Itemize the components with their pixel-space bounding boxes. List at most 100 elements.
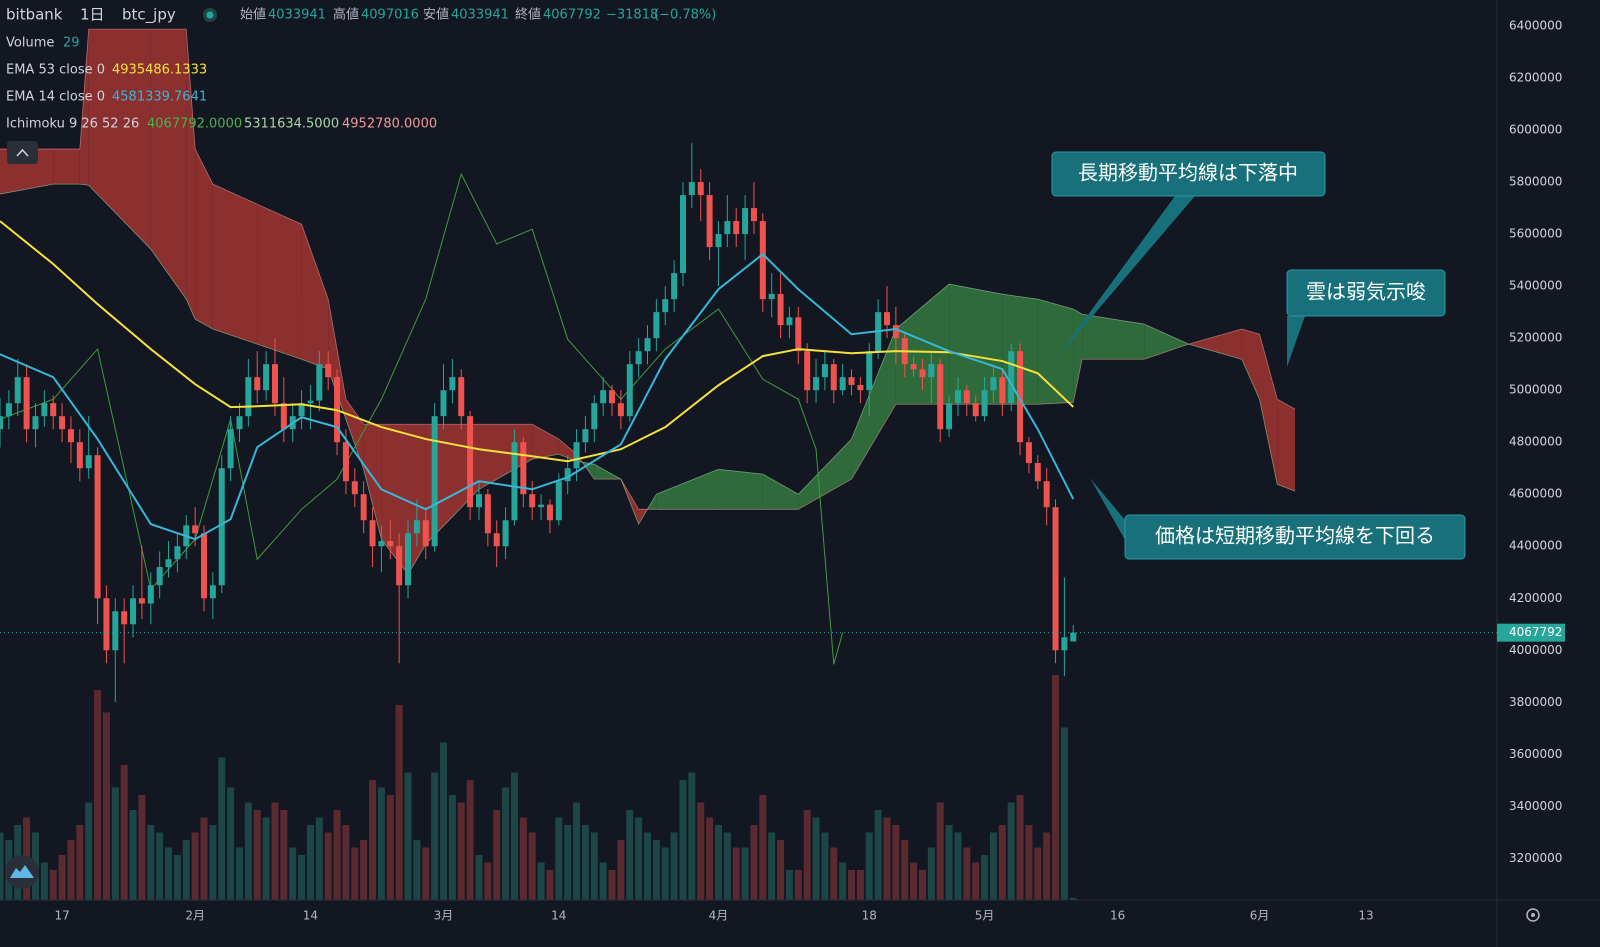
x-tick-label: 18 bbox=[862, 909, 877, 923]
candle-body bbox=[928, 364, 935, 378]
candle-body bbox=[236, 416, 243, 430]
volume-bar bbox=[972, 862, 980, 900]
callout: 長期移動平均線は下落中 雲は弱気示唆 価格は短期移動平均線を下回る bbox=[1051, 151, 1466, 560]
volume-bar bbox=[883, 817, 891, 900]
volume-bar bbox=[324, 832, 332, 900]
volume-bar bbox=[484, 862, 492, 900]
volume-bar bbox=[1007, 802, 1015, 900]
volume-bar bbox=[599, 862, 607, 900]
volume-bar bbox=[58, 855, 66, 900]
candle-body bbox=[5, 403, 12, 417]
callout-box bbox=[1124, 514, 1466, 560]
y-tick-label: 3400000 bbox=[1509, 799, 1562, 813]
candle-body bbox=[484, 494, 491, 534]
volume-bar bbox=[998, 825, 1006, 900]
candle-body bbox=[733, 221, 740, 235]
symbol: btc_jpy bbox=[122, 6, 176, 25]
ema-line bbox=[0, 220, 1074, 463]
x-tick-label: 6月 bbox=[1250, 909, 1270, 923]
volume-bar bbox=[830, 847, 838, 900]
candle-body bbox=[742, 208, 749, 235]
volume-bar bbox=[386, 795, 394, 900]
legend-span-b-value: 4952780.0000 bbox=[342, 117, 437, 132]
volume-bar bbox=[262, 817, 270, 900]
candle-body bbox=[192, 525, 199, 534]
volume-bar bbox=[981, 855, 989, 900]
volume-bar bbox=[102, 712, 110, 900]
candle-body bbox=[1017, 351, 1024, 443]
candle-body bbox=[954, 390, 961, 404]
collapse-button[interactable] bbox=[7, 141, 38, 164]
candle-body bbox=[59, 416, 66, 430]
candle-body bbox=[396, 546, 403, 586]
candle-body bbox=[201, 533, 208, 599]
candle-body bbox=[750, 208, 757, 222]
candle-body bbox=[227, 429, 234, 469]
settings[interactable] bbox=[1526, 908, 1540, 922]
volume-bar bbox=[865, 832, 873, 900]
candle-body bbox=[138, 598, 145, 604]
volume-bar bbox=[821, 832, 829, 900]
volume-bar bbox=[94, 690, 102, 900]
y-tick-label: 6000000 bbox=[1509, 123, 1562, 137]
candle-body bbox=[626, 364, 633, 417]
candle-body bbox=[254, 377, 261, 391]
price-label: 4067792 bbox=[1509, 625, 1562, 639]
volume-bar bbox=[555, 817, 563, 900]
volume-bar bbox=[519, 817, 527, 900]
y-tick-label: 4200000 bbox=[1509, 591, 1562, 605]
candle-body bbox=[857, 384, 864, 391]
candle-body bbox=[564, 468, 571, 482]
callout-tail bbox=[1055, 196, 1195, 360]
candle-body bbox=[387, 541, 394, 547]
volume-bar bbox=[697, 802, 705, 900]
volume-bar bbox=[927, 847, 935, 900]
candle-body bbox=[112, 611, 119, 651]
volume-bar bbox=[67, 840, 75, 900]
volume-bar bbox=[369, 780, 377, 900]
cloud bbox=[1037, 299, 1074, 405]
cloud bbox=[328, 299, 346, 420]
volume-bar bbox=[404, 772, 412, 900]
volume-bar bbox=[1052, 675, 1060, 900]
volume-bar bbox=[812, 817, 820, 900]
volume-bar bbox=[1069, 897, 1077, 900]
candle-body bbox=[555, 481, 562, 521]
candle-body bbox=[156, 567, 163, 586]
candle-body bbox=[475, 494, 482, 508]
candle-body bbox=[520, 442, 527, 495]
legend-span-a-value: 5311634.5000 bbox=[244, 117, 339, 132]
candle-body bbox=[946, 403, 953, 430]
volume-bar bbox=[377, 787, 385, 900]
legend-volume: Volume bbox=[6, 36, 54, 51]
settings-icon[interactable] bbox=[1526, 908, 1540, 922]
y-tick-label: 4800000 bbox=[1509, 435, 1562, 449]
cloud bbox=[363, 424, 382, 540]
candle-body bbox=[981, 390, 988, 417]
volume-bar bbox=[546, 870, 554, 900]
y-tick-label: 3600000 bbox=[1509, 747, 1562, 761]
y-tick-label: 6400000 bbox=[1509, 19, 1562, 33]
volume-bar bbox=[945, 825, 953, 900]
price-label-box bbox=[1497, 623, 1565, 642]
plot-area bbox=[0, 28, 1497, 900]
callout-text: 価格は短期移動平均線を下回る bbox=[1155, 524, 1435, 548]
x-tick-label: 14 bbox=[303, 909, 318, 923]
candle-body bbox=[679, 195, 686, 274]
candle-body bbox=[830, 364, 837, 391]
candle-body bbox=[174, 546, 181, 560]
candle-body bbox=[821, 364, 828, 378]
cloud bbox=[1082, 314, 1145, 360]
y-tick-label: 5800000 bbox=[1509, 175, 1562, 189]
volume-bar bbox=[147, 825, 155, 900]
volume-bar bbox=[892, 825, 900, 900]
y-tick-label: 4000000 bbox=[1509, 643, 1562, 657]
x-tick-label: 14 bbox=[551, 909, 566, 923]
cloud-edge bbox=[0, 183, 1296, 576]
volume-bar bbox=[954, 832, 962, 900]
candle-body bbox=[546, 504, 553, 521]
volume-bar bbox=[85, 802, 93, 900]
candle-body bbox=[422, 520, 429, 547]
volume-bar bbox=[1025, 825, 1033, 900]
candle-body bbox=[697, 182, 704, 196]
